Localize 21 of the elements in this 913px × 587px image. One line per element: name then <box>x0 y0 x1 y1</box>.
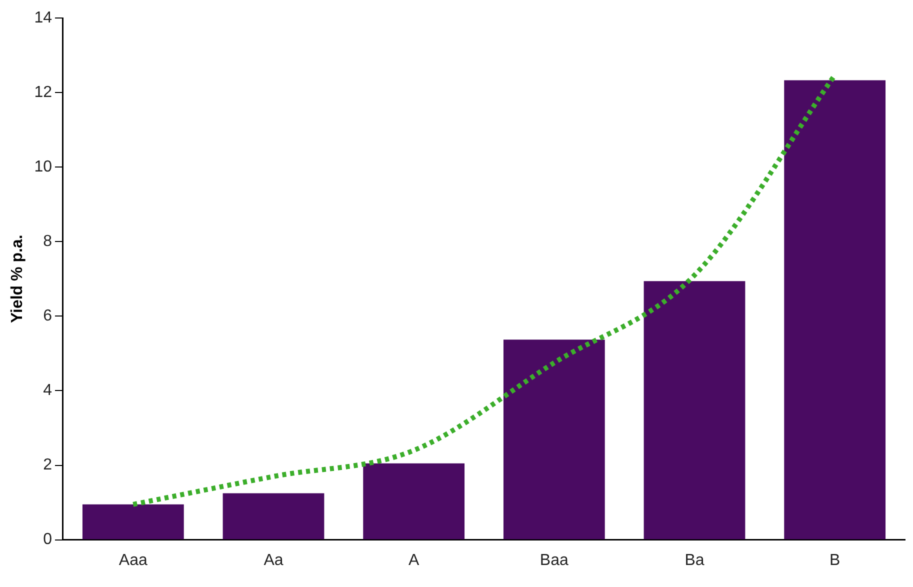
y-tick-label: 8 <box>43 233 52 250</box>
bar <box>222 493 324 540</box>
y-tick-label: 10 <box>34 158 52 176</box>
x-tick-label: B <box>829 552 840 569</box>
x-tick-label: Aa <box>264 552 284 569</box>
x-tick-label: Baa <box>540 552 568 569</box>
bar <box>644 281 746 540</box>
y-tick-label: 2 <box>43 456 52 474</box>
y-tick-label: 12 <box>34 84 52 101</box>
y-axis-title: Yield % p.a. <box>9 234 26 324</box>
x-tick-label: Ba <box>684 552 704 569</box>
y-tick-label: 0 <box>43 531 52 548</box>
bar <box>784 80 886 540</box>
x-tick-label: Aaa <box>118 552 148 569</box>
y-tick-label: 6 <box>43 308 52 325</box>
x-tick-label: A <box>408 552 420 569</box>
y-tick-label: 4 <box>43 382 52 400</box>
bar <box>82 504 184 540</box>
y-tick-label: 14 <box>34 9 52 26</box>
bar <box>363 463 465 540</box>
bar <box>503 340 605 540</box>
